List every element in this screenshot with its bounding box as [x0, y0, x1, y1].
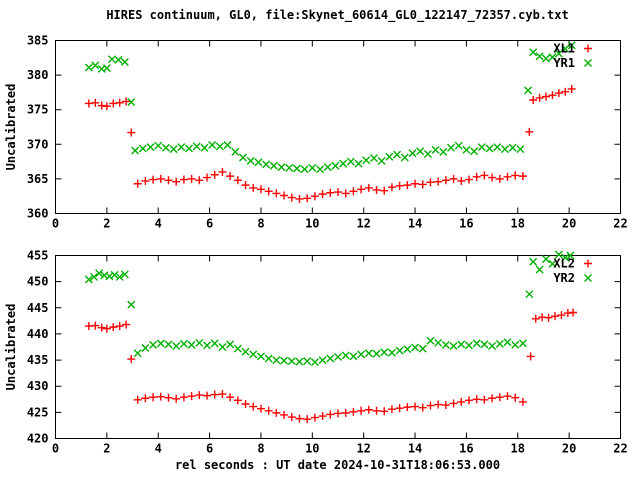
y-tick-label: 440 [27, 327, 49, 341]
legend-label-XL1: XL1 [553, 42, 575, 56]
legend-label-YR2: YR2 [553, 271, 575, 285]
x-tick-label: 4 [155, 217, 162, 231]
x-tick-label: 0 [52, 217, 59, 231]
series-YR1 [84, 41, 576, 174]
x-tick-label: 10 [305, 442, 319, 456]
x-tick-label: 14 [408, 217, 422, 231]
x-tick-label: 18 [511, 442, 525, 456]
y-tick-label: 430 [27, 379, 49, 393]
y-tick-label: 420 [27, 432, 49, 446]
x-tick-label: 20 [562, 442, 576, 456]
x-tick-label: 2 [103, 217, 110, 231]
y-tick-label: 450 [27, 275, 49, 289]
x-tick-label: 8 [257, 217, 264, 231]
x-tick-label: 22 [613, 442, 627, 456]
x-tick-label: 4 [155, 442, 162, 456]
y-tick-label: 375 [27, 103, 49, 117]
legend-marker-YR1 [584, 59, 592, 67]
plot-title: HIRES continuum, GL0, file:Skynet_60614_… [106, 8, 569, 22]
y-tick-label: 455 [27, 249, 49, 263]
y-tick-label: 360 [27, 207, 49, 221]
legend-marker-XL2 [584, 259, 592, 268]
legend-marker-XL1 [584, 44, 592, 53]
y-tick-label: 425 [27, 405, 49, 419]
x-tick-label: 22 [613, 217, 627, 231]
y-tick-label: 435 [27, 353, 49, 367]
x-tick-label: 2 [103, 442, 110, 456]
x-tick-label: 16 [459, 217, 473, 231]
legend-marker-YR2 [584, 274, 592, 282]
y-tick-label: 370 [27, 137, 49, 151]
x-tick-label: 18 [511, 217, 525, 231]
plot-border [55, 40, 621, 214]
x-tick-label: 16 [459, 442, 473, 456]
x-tick-label: 14 [408, 442, 422, 456]
x-tick-label: 10 [305, 217, 319, 231]
x-tick-label: 6 [206, 442, 213, 456]
x-tick-label: 8 [257, 442, 264, 456]
plot-border [55, 255, 621, 439]
legend-label-XL2: XL2 [553, 257, 575, 271]
panel-top: 0 2 4 6 8 10 12 14 16 18 20 22 360 365 370 375 380 385 XL1… [27, 34, 628, 231]
series-XL2 [84, 308, 577, 424]
legend-label-YR1: YR1 [553, 56, 575, 70]
x-axis-label: rel seconds : UT date 2024-10-31T18:06:5… [174, 458, 501, 472]
series-YR2 [84, 250, 575, 367]
x-tick-label: 12 [356, 442, 370, 456]
x-tick-label: 6 [206, 217, 213, 231]
y-tick-label: 380 [27, 68, 49, 82]
x-tick-label: 12 [356, 217, 370, 231]
panel-bottom: 0 2 4 6 8 10 12 14 16 18 20 22 420 425 430 435 440 445 450… [27, 249, 628, 456]
x-tick-label: 0 [52, 442, 59, 456]
y-tick-label: 365 [27, 172, 49, 186]
series-XL1 [84, 84, 576, 203]
y-tick-label: 385 [27, 34, 49, 48]
x-tick-label: 20 [562, 217, 576, 231]
y-tick-label: 445 [27, 301, 49, 315]
